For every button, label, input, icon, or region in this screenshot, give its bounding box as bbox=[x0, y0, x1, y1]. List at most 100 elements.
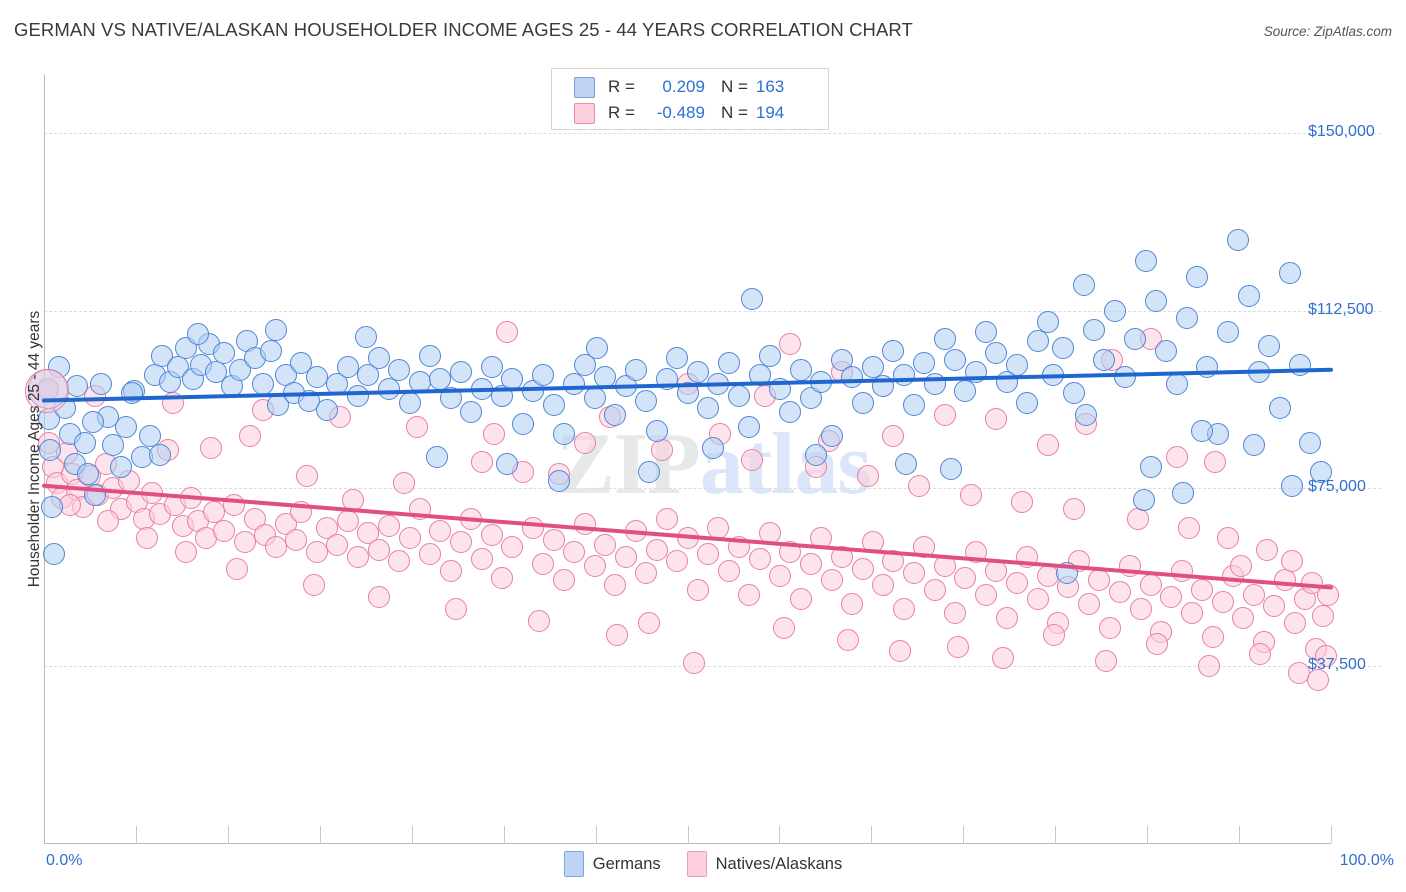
scatter-point bbox=[295, 465, 318, 488]
scatter-point bbox=[1258, 335, 1281, 358]
scatter-point bbox=[975, 583, 998, 606]
natives-swatch-icon bbox=[574, 102, 595, 124]
scatter-point bbox=[856, 465, 879, 488]
scatter-point bbox=[97, 510, 120, 533]
scatter-point bbox=[290, 351, 313, 374]
scatter-point bbox=[789, 588, 812, 611]
scatter-point bbox=[491, 566, 514, 589]
scatter-point bbox=[483, 422, 506, 445]
x-axis-line bbox=[44, 843, 1331, 844]
scatter-point bbox=[1036, 311, 1059, 334]
scatter-point bbox=[1062, 382, 1085, 405]
scatter-point bbox=[1144, 290, 1167, 313]
scatter-point bbox=[1217, 320, 1240, 343]
scatter-point bbox=[1062, 498, 1085, 521]
scatter-point bbox=[213, 519, 236, 542]
scatter-point bbox=[1146, 633, 1169, 656]
scatter-point bbox=[933, 328, 956, 350]
scatter-point bbox=[604, 574, 627, 597]
legend-item-natives[interactable]: Natives/Alaskans bbox=[686, 851, 842, 877]
scatter-point bbox=[1098, 616, 1121, 639]
scatter-point bbox=[820, 569, 843, 592]
scatter-point bbox=[24, 369, 69, 414]
scatter-point bbox=[1139, 455, 1162, 478]
scatter-point bbox=[377, 514, 400, 537]
source-attribution: Source: ZipAtlas.com bbox=[1263, 24, 1392, 39]
scatter-point bbox=[347, 384, 370, 407]
scatter-point bbox=[837, 628, 860, 651]
scatter-point bbox=[547, 469, 570, 492]
y-axis-tick-label: $75,000 bbox=[1308, 478, 1366, 496]
scatter-point bbox=[1072, 273, 1095, 296]
scatter-point bbox=[738, 583, 761, 606]
scatter-point bbox=[1278, 261, 1301, 284]
scatter-point bbox=[1016, 391, 1039, 414]
scatter-point bbox=[264, 536, 287, 559]
scatter-point bbox=[74, 432, 97, 455]
n-label-natives: N = bbox=[720, 103, 748, 122]
scatter-point bbox=[1165, 446, 1188, 469]
scatter-point bbox=[888, 640, 911, 663]
scatter-point bbox=[625, 358, 648, 381]
stats-row-germans: R = 0.209 N = 163 bbox=[552, 74, 828, 100]
scatter-point bbox=[89, 372, 112, 395]
germans-legend-swatch-icon bbox=[563, 851, 584, 877]
scatter-point bbox=[1232, 607, 1255, 630]
scatter-point bbox=[1283, 611, 1306, 634]
scatter-point bbox=[347, 545, 370, 568]
scatter-point bbox=[985, 342, 1008, 365]
scatter-point bbox=[367, 538, 390, 561]
scatter-point bbox=[946, 635, 969, 658]
scatter-point bbox=[959, 484, 982, 507]
scatter-point bbox=[496, 453, 519, 476]
x-axis-min-label: 0.0% bbox=[46, 852, 83, 869]
scatter-point bbox=[1093, 349, 1116, 372]
scatter-point bbox=[954, 380, 977, 403]
y-axis-tick-label: $37,500 bbox=[1308, 655, 1366, 673]
n-value-germans: 163 bbox=[755, 77, 785, 96]
scatter-point bbox=[76, 462, 99, 485]
scatter-point bbox=[259, 339, 282, 362]
scatter-point bbox=[637, 460, 660, 483]
x-axis-tick bbox=[503, 826, 505, 843]
scatter-point bbox=[138, 425, 161, 448]
scatter-point bbox=[637, 611, 660, 634]
n-value-natives: 194 bbox=[755, 103, 785, 122]
x-axis-tick bbox=[1055, 826, 1057, 843]
scatter-point bbox=[174, 540, 197, 563]
scatter-point bbox=[655, 507, 678, 530]
scatter-point bbox=[1108, 581, 1131, 604]
scatter-point bbox=[367, 585, 390, 608]
scatter-point bbox=[1197, 654, 1220, 677]
scatter-point bbox=[398, 526, 421, 549]
scatter-point bbox=[975, 320, 998, 343]
scatter-point bbox=[738, 415, 761, 438]
scatter-point bbox=[1175, 306, 1198, 329]
scatter-point bbox=[892, 597, 915, 620]
scatter-point bbox=[316, 398, 339, 421]
scatter-point bbox=[326, 533, 349, 556]
scatter-point bbox=[779, 332, 802, 355]
scatter-point bbox=[1171, 481, 1194, 504]
trendline-natives bbox=[42, 483, 1333, 590]
scatter-point bbox=[425, 446, 448, 469]
x-axis-tick bbox=[319, 826, 321, 843]
correlation-stats-box: R = 0.209 N = 163 R = -0.489 N = 194 bbox=[551, 68, 829, 130]
scatter-point bbox=[1281, 550, 1304, 573]
scatter-point bbox=[449, 531, 472, 554]
scatter-point bbox=[1317, 583, 1340, 606]
scatter-point bbox=[40, 496, 63, 518]
gridline bbox=[44, 488, 1381, 490]
scatter-point bbox=[1191, 420, 1214, 443]
scatter-point bbox=[991, 647, 1014, 670]
scatter-point bbox=[645, 420, 668, 443]
scatter-point bbox=[393, 472, 416, 495]
legend-item-germans[interactable]: Germans bbox=[563, 851, 661, 877]
scatter-point bbox=[511, 413, 534, 436]
scatter-point bbox=[115, 415, 138, 438]
scatter-point bbox=[614, 545, 637, 568]
scatter-point bbox=[1237, 285, 1260, 308]
x-axis-tick bbox=[1147, 826, 1149, 843]
